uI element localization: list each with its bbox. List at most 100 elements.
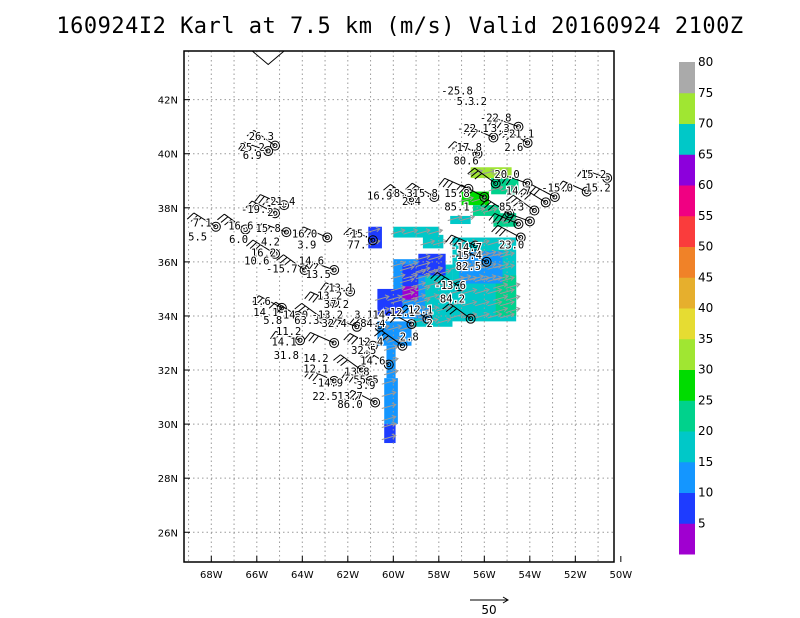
wind-barb xyxy=(496,120,503,129)
obs-vector-head xyxy=(425,272,431,279)
station-label-halo: -13.2 xyxy=(312,310,344,322)
obs-vector-head xyxy=(490,168,496,175)
station-marker xyxy=(529,205,540,216)
station-label-halo: 16.9 xyxy=(367,191,392,203)
station-label: 80.6 xyxy=(453,156,478,168)
obs-vector xyxy=(474,240,490,246)
obs-vector xyxy=(403,310,418,316)
station-marker xyxy=(481,256,492,267)
station-label-halo: 86.0 xyxy=(337,399,362,411)
wind-barb xyxy=(326,317,333,326)
colorbar-label: 45 xyxy=(698,270,713,284)
station-label-halo: 1.6 xyxy=(252,296,271,308)
station-label: 85.1 xyxy=(444,202,469,214)
station-marker-inner xyxy=(265,148,271,154)
obs-vector-head xyxy=(457,214,463,220)
station-marker xyxy=(504,208,515,219)
station-label: -15.4 xyxy=(450,250,482,262)
wind-barb xyxy=(260,224,267,233)
station-label-halo: 16.6 xyxy=(228,220,253,232)
wind-barb xyxy=(246,129,255,137)
obs-vector xyxy=(415,267,431,273)
obs-vector xyxy=(462,252,477,258)
wind-barb xyxy=(377,332,386,340)
obs-vector xyxy=(411,294,426,300)
wind-barb xyxy=(488,213,496,221)
station-label-halo: 3.1 xyxy=(354,310,373,322)
station-label: -14.9 xyxy=(312,377,344,389)
station-label-halo: 13.2 xyxy=(317,291,342,303)
station-marker-inner xyxy=(431,194,437,200)
colorbar-label: 10 xyxy=(698,486,713,500)
station-marker xyxy=(322,232,333,243)
wind-field-cell xyxy=(461,191,489,206)
station-label: 5.8 xyxy=(263,315,282,327)
station-marker-inner xyxy=(331,378,337,384)
obs-vector-head xyxy=(413,260,419,266)
station-marker-inner xyxy=(213,224,219,230)
obs-vector xyxy=(469,275,484,281)
wind-field-cell xyxy=(384,424,396,444)
obs-vector xyxy=(501,186,516,192)
wind-barb xyxy=(445,305,454,313)
station-label: 3.1 xyxy=(354,310,373,322)
obs-vector-head xyxy=(491,274,497,280)
wind-barb xyxy=(492,214,500,223)
station-label-halo: -15.0 xyxy=(541,183,573,195)
station-marker-inner xyxy=(474,151,480,157)
obs-vector-head xyxy=(413,284,419,291)
colorbar-segment xyxy=(679,523,695,555)
obs-vector-head xyxy=(459,287,465,293)
x-tick-label: 64W xyxy=(291,570,314,581)
station-marker-inner xyxy=(370,237,376,243)
station-label: 32.5 xyxy=(351,345,376,357)
obs-vector-head xyxy=(425,284,431,291)
station-label-halo: 31.8 xyxy=(274,350,299,362)
wind-barb xyxy=(304,369,311,378)
obs-vector-head xyxy=(391,390,397,396)
station-label-halo: 15.8 xyxy=(444,188,469,200)
obs-vector-head xyxy=(509,238,515,245)
obs-vector xyxy=(488,186,503,192)
wind-barb xyxy=(524,192,532,200)
obs-vector xyxy=(474,289,490,295)
station-label-halo: 15.8 xyxy=(256,223,281,235)
wind-barb xyxy=(367,355,375,363)
wind-barb xyxy=(324,283,331,292)
station-label: 6.0 xyxy=(229,234,248,246)
station-label: 6.9 xyxy=(243,150,262,162)
y-tick-label: 26N xyxy=(158,528,178,539)
wind-barb xyxy=(509,197,518,204)
station-label: 16.6 xyxy=(228,220,253,232)
wind-field-cell xyxy=(386,345,396,379)
station-label: 7.1 xyxy=(193,218,212,230)
wind-barb xyxy=(520,190,528,198)
wind-barb xyxy=(383,184,391,191)
station-marker xyxy=(270,208,281,219)
station-marker-inner xyxy=(295,313,301,319)
station-label-halo: 2 xyxy=(427,318,433,330)
wind-field-cell xyxy=(472,205,501,216)
station-label: 14.1 xyxy=(253,307,278,319)
station-marker-inner xyxy=(468,316,474,322)
wind-barb xyxy=(245,200,253,208)
wind-barb xyxy=(258,196,265,204)
wind-barb xyxy=(381,335,389,342)
wind-barb xyxy=(496,216,504,225)
wind-barb xyxy=(458,186,466,194)
obs-vector-head xyxy=(400,272,406,279)
wind-barb xyxy=(564,184,572,192)
wind-barb xyxy=(363,352,371,360)
obs-vector-head xyxy=(484,238,490,245)
station-label-halo: 26.3 xyxy=(249,131,274,143)
wind-barb xyxy=(238,141,245,150)
station-marker xyxy=(602,173,613,184)
obs-vector xyxy=(403,262,418,268)
station-marker-inner xyxy=(281,202,287,208)
station-marker-inner xyxy=(272,143,278,149)
colorbar-label: 30 xyxy=(698,363,713,377)
wind-barb xyxy=(260,299,268,307)
y-tick-label: 42N xyxy=(158,96,178,107)
colorbar-label: 70 xyxy=(698,117,713,131)
station-label-halo: -15.4 xyxy=(450,250,482,262)
